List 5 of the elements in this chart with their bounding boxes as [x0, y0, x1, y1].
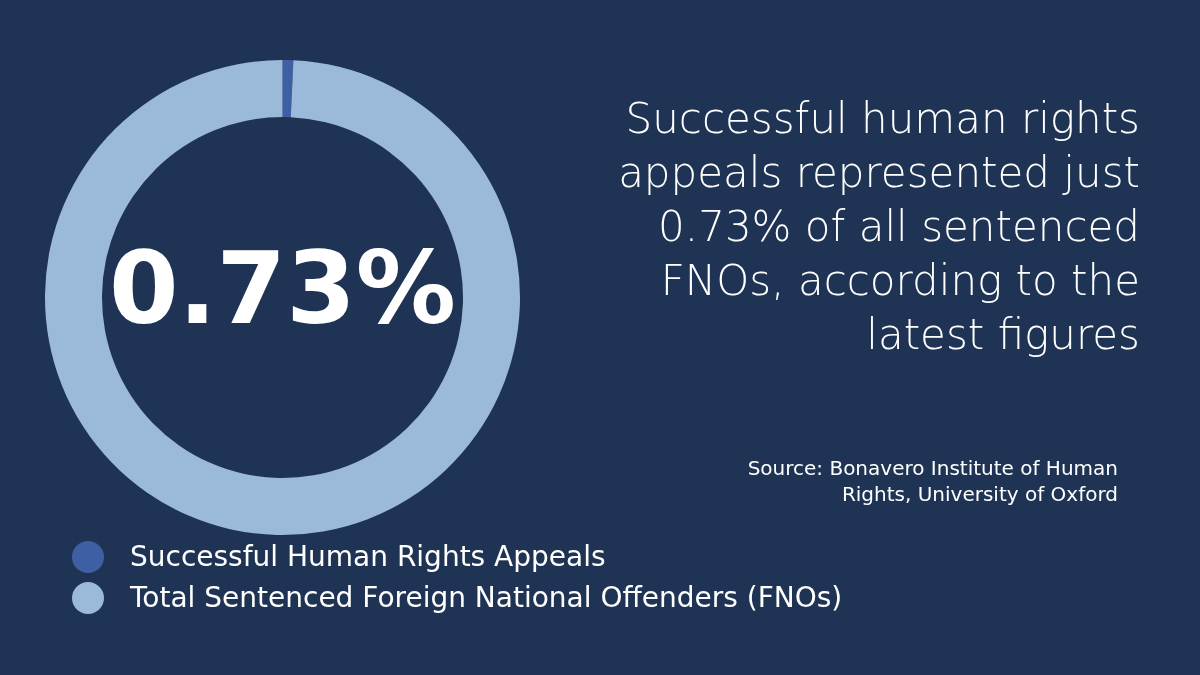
- legend-label: Successful Human Rights Appeals: [130, 540, 606, 573]
- legend-label: Total Sentenced Foreign National Offenders (FNOs): [130, 581, 843, 614]
- source-note: Source: Bonavero Institute of Human Rights, University of Oxford: [746, 455, 1118, 507]
- text: 0.73%: [109, 230, 456, 348]
- text: Successful human rights appeals represented just 0.73% of all sentenced FNOs, according to the latest figures: [617, 93, 1140, 361]
